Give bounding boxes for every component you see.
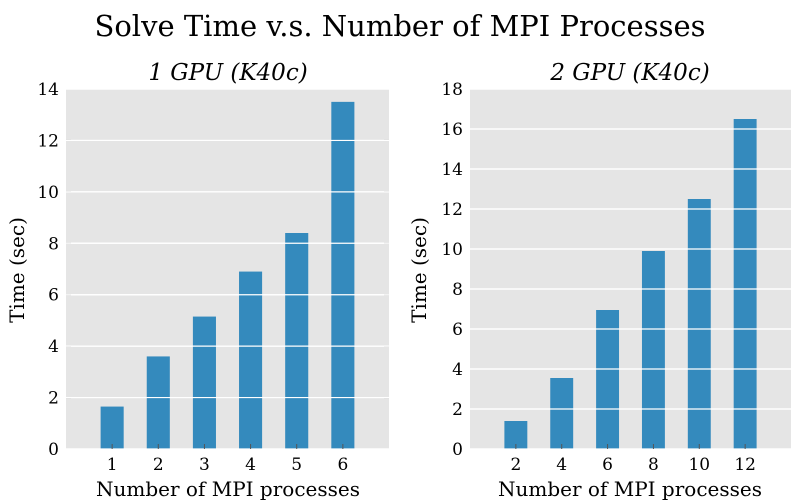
y-tick-label: 12 bbox=[441, 200, 463, 220]
bar bbox=[331, 101, 355, 449]
y-tick-label: 4 bbox=[452, 360, 463, 380]
bar bbox=[192, 316, 216, 449]
y-tick-label: 18 bbox=[441, 80, 463, 100]
y-tick-label: 6 bbox=[452, 320, 463, 340]
y-tick-label: 0 bbox=[452, 440, 463, 460]
y-tick-label: 16 bbox=[441, 120, 463, 140]
bar bbox=[550, 378, 574, 449]
panel-title-2: 2 GPU (K40c) bbox=[549, 60, 709, 86]
y-tick-label: 14 bbox=[37, 80, 59, 100]
y-tick-label: 8 bbox=[48, 234, 59, 254]
x-tick-label: 1 bbox=[107, 455, 118, 475]
x-tick-label: 12 bbox=[734, 455, 756, 475]
y-tick-label: 14 bbox=[441, 160, 463, 180]
y-tick-label: 0 bbox=[48, 440, 59, 460]
y-tick-label: 6 bbox=[48, 286, 59, 306]
x-tick-label: 2 bbox=[153, 455, 164, 475]
x-tick-label: 5 bbox=[291, 455, 302, 475]
y-tick-label: 12 bbox=[37, 131, 59, 151]
bar bbox=[100, 406, 124, 449]
y-tick-label: 2 bbox=[452, 400, 463, 420]
x-tick-label: 10 bbox=[688, 455, 710, 475]
y-tick-label: 10 bbox=[37, 183, 59, 203]
figure-title: Solve Time v.s. Number of MPI Processes bbox=[94, 9, 705, 43]
y-tick-label: 8 bbox=[452, 280, 463, 300]
bar bbox=[687, 199, 711, 449]
x-tick-label: 8 bbox=[648, 455, 659, 475]
bar bbox=[239, 271, 263, 449]
x-axis-label-2: Number of MPI processes bbox=[498, 477, 762, 500]
y-tick-label: 10 bbox=[441, 240, 463, 260]
x-tick-label: 6 bbox=[337, 455, 348, 475]
x-tick-label: 2 bbox=[510, 455, 521, 475]
y-axis-label-1: Time (sec) bbox=[5, 217, 29, 323]
panel-title-1: 1 GPU (K40c) bbox=[148, 60, 307, 86]
y-tick-label: 2 bbox=[48, 389, 59, 409]
y-tick-label: 4 bbox=[48, 337, 59, 357]
y-axis-label-2: Time (sec) bbox=[407, 217, 431, 323]
x-tick-label: 6 bbox=[602, 455, 613, 475]
chart-1-gpu: 1 GPU (K40c) Number of MPI processes Tim… bbox=[5, 60, 389, 500]
x-tick-label: 3 bbox=[199, 455, 210, 475]
x-axis-label-1: Number of MPI processes bbox=[96, 477, 360, 500]
bar bbox=[596, 310, 620, 449]
x-tick-label: 4 bbox=[245, 455, 256, 475]
x-tick-label: 4 bbox=[556, 455, 567, 475]
bar bbox=[641, 251, 665, 449]
bar bbox=[504, 421, 528, 449]
bar bbox=[146, 356, 170, 449]
chart-2-gpu: 2 GPU (K40c) Number of MPI processes Tim… bbox=[407, 60, 791, 500]
bar bbox=[285, 233, 309, 449]
bar bbox=[733, 119, 757, 449]
